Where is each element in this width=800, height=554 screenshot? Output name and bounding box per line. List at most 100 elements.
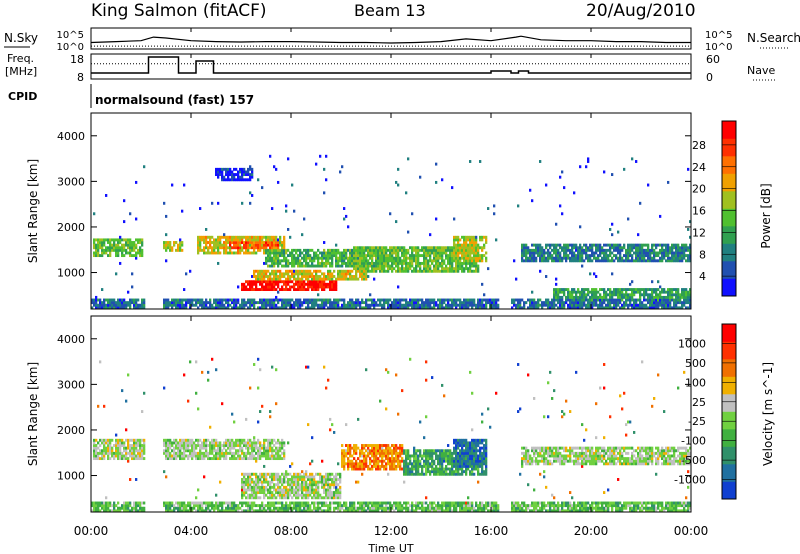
power-cell-569	[235, 241, 238, 244]
power-cell-3345	[661, 301, 664, 305]
power-cell-2016	[425, 303, 428, 307]
power-cell-263	[165, 243, 168, 247]
power-cell-2967	[603, 301, 606, 305]
velocity-cell-311	[169, 504, 172, 508]
power-cell-1247	[313, 298, 316, 302]
power-cell-3396	[667, 180, 670, 184]
velocity-cell-617	[227, 501, 230, 505]
power-cell-3253	[647, 298, 650, 302]
power-cell-344	[195, 303, 198, 307]
power-cell-985	[281, 288, 284, 291]
power-cell-2945	[599, 298, 602, 302]
power-cell-239	[141, 248, 144, 252]
velocity-cell-966	[271, 509, 274, 513]
power-cell-854	[269, 282, 272, 286]
power-cell-2909	[593, 293, 596, 297]
power-cell-734	[255, 251, 258, 255]
velocity-cell-226	[135, 449, 138, 453]
power-cell-2773	[573, 295, 576, 299]
power-cell-877	[271, 282, 274, 286]
power-cell-253	[163, 243, 166, 247]
power-cell-60	[103, 243, 106, 247]
power-cell-227	[139, 254, 142, 258]
velocity-cell-839	[257, 488, 260, 492]
velocity-cell-1092	[285, 509, 288, 513]
power-cell-280	[171, 306, 174, 310]
power-cell-519	[227, 175, 230, 179]
power-cell-530	[229, 238, 232, 242]
power-cell-111	[115, 272, 118, 276]
velocity-cell-1145	[293, 491, 296, 494]
power-cell-2249	[459, 261, 462, 265]
velocity-cell-783	[251, 493, 254, 497]
power-cell-1123	[297, 277, 300, 281]
power-cell-1536	[351, 301, 354, 305]
power-cell-2094	[437, 303, 440, 307]
power-cell-1356	[325, 178, 328, 182]
velocity-cell-1291	[315, 485, 318, 489]
power-cell-3471	[679, 254, 682, 258]
velocity-cell-180	[127, 459, 130, 463]
power-cell-878	[271, 280, 274, 284]
power-cell-2776	[573, 259, 576, 263]
power-cell-1958	[415, 301, 418, 305]
power-cell-2135	[443, 298, 446, 302]
power-cell-2165	[447, 246, 450, 250]
power-cell-725	[253, 235, 256, 239]
power-cell-642	[245, 251, 248, 255]
power-cell-3124	[627, 288, 630, 291]
velocity-cell-561	[215, 444, 218, 447]
power-cell-3149	[631, 295, 634, 299]
power-cell-2131	[441, 246, 444, 250]
power-cell-2422	[481, 238, 484, 242]
power-cell-1129	[297, 259, 300, 263]
velocity-cell-237	[137, 449, 140, 453]
velocity-cell-136	[119, 506, 122, 510]
power-cell-2153	[445, 246, 448, 250]
velocity-cell-20	[95, 454, 98, 458]
power-cell-2	[91, 298, 94, 302]
power-cell-1672	[369, 269, 372, 273]
velocity-cell-45	[101, 506, 104, 510]
power-cell-2085	[435, 256, 438, 260]
power-cell-287	[173, 303, 176, 307]
velocity-cell-1151	[293, 472, 296, 476]
power-cell-2727	[565, 248, 568, 252]
power-cell-1225	[309, 256, 312, 260]
power-cell-723	[253, 241, 256, 244]
power-cell-3459	[677, 254, 680, 258]
power-cell-1359	[327, 301, 330, 305]
power-cell-2580	[539, 243, 542, 247]
power-cell-2479	[517, 306, 520, 310]
power-cell-458	[219, 303, 222, 307]
power-cell-3092	[621, 259, 624, 263]
power-cell-746	[257, 272, 260, 276]
power-cell-2309	[467, 269, 470, 273]
power-cell-505	[225, 178, 228, 182]
velocity-cell-112	[113, 451, 116, 455]
velocity-cell-197	[129, 438, 132, 442]
power-cell-2221	[455, 251, 458, 255]
power-cell-3239	[643, 243, 646, 247]
power-cell-2908	[593, 295, 596, 299]
power-cell-1047	[287, 264, 290, 268]
power-cell-1257	[313, 256, 316, 260]
velocity-cell-718	[243, 441, 246, 445]
power-cell-2047	[429, 267, 432, 271]
power-cell-1414	[333, 282, 336, 286]
power-cell-518	[227, 178, 230, 182]
power-cell-516	[227, 238, 230, 242]
power-cell-1340	[323, 241, 326, 244]
power-cell-828	[267, 303, 270, 307]
power-cell-796	[263, 277, 266, 281]
velocity-cell-51	[101, 449, 104, 453]
power-cell-250	[163, 301, 166, 305]
velocity-cell-453	[195, 438, 198, 442]
power-colorbar-swatch-6	[722, 173, 736, 192]
power-cell-1503	[345, 254, 348, 258]
velocity-cell-635	[231, 506, 234, 510]
power-cell-2678	[559, 306, 562, 310]
power-cell-1968	[415, 248, 418, 252]
velocity-cell-709	[243, 483, 246, 487]
